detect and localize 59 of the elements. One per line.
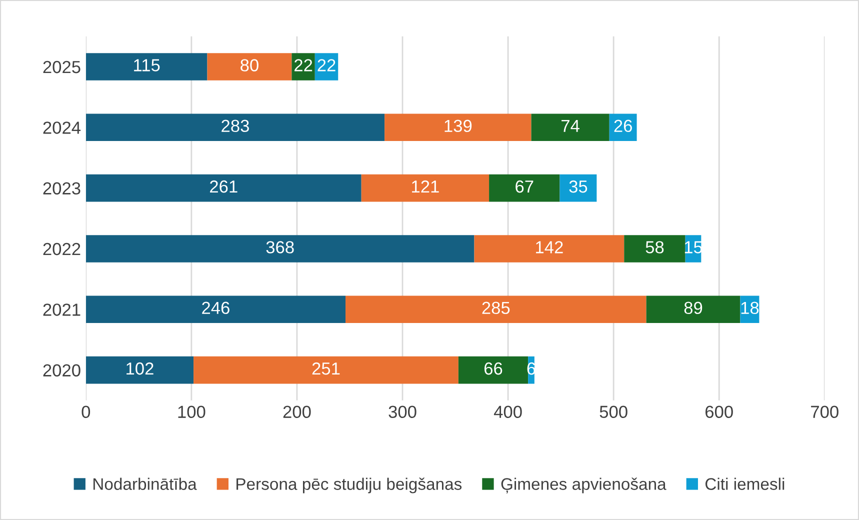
y-tick-label: 2021 [43,304,80,316]
bar [624,235,686,262]
y-tick-label: 2020 [43,364,80,377]
data-label: 18 [741,302,759,314]
data-label: 115 [134,59,160,72]
x-tick-label: 500 [600,406,628,418]
data-label: 139 [444,120,472,132]
x-tick-label: 700 [811,406,838,418]
data-label: 74 [562,120,580,132]
bar [86,53,208,80]
x-tick-label: 400 [494,406,522,418]
bar [489,174,560,202]
data-label: 58 [646,241,664,254]
x-tick-label: 200 [283,406,311,418]
legend-label: Citi iemesli [705,478,784,490]
data-label: 89 [684,302,702,314]
bar [474,235,624,262]
bar [531,114,610,142]
legend-label: Ģimenes apvienošana [501,478,666,494]
y-tick-label: 2022 [43,242,80,256]
legend-label: Nodarbinātība [93,478,197,490]
data-label: 35 [569,180,588,193]
bar [207,53,292,80]
y-tick-label: 2023 [43,182,80,195]
data-label: 66 [484,362,502,375]
bar [346,296,646,324]
bar [361,174,490,202]
data-label: 261 [210,180,238,193]
data-label: 368 [266,241,294,254]
bar [458,356,528,384]
data-label: 285 [482,302,510,314]
bar [560,174,597,202]
bar [384,114,532,142]
data-label: 22 [294,59,312,72]
bar [292,53,315,80]
data-label: 80 [240,59,258,72]
bar [646,296,740,324]
data-label: 22 [318,59,336,72]
bar [86,296,346,324]
x-tick-label: 300 [388,406,416,418]
data-label: 283 [222,120,249,132]
data-label: 142 [536,241,563,254]
y-tick-label: 2024 [43,122,81,134]
y-tick-label: 2025 [43,60,80,74]
data-label: 26 [614,120,632,132]
bar [86,356,194,384]
legend-label: Persona pēc studiju beigšanas [236,478,462,494]
x-tick-label: 0 [82,406,90,418]
bar [86,235,474,262]
x-tick-label: 100 [178,406,206,418]
data-label: 121 [412,180,439,193]
x-tick-label: 600 [706,406,733,418]
data-label: 67 [516,180,534,193]
data-label: 246 [202,302,230,314]
data-label: 102 [126,362,154,375]
bar [86,174,362,202]
bar [86,114,385,142]
bar [194,356,458,384]
data-label: 251 [312,362,340,375]
